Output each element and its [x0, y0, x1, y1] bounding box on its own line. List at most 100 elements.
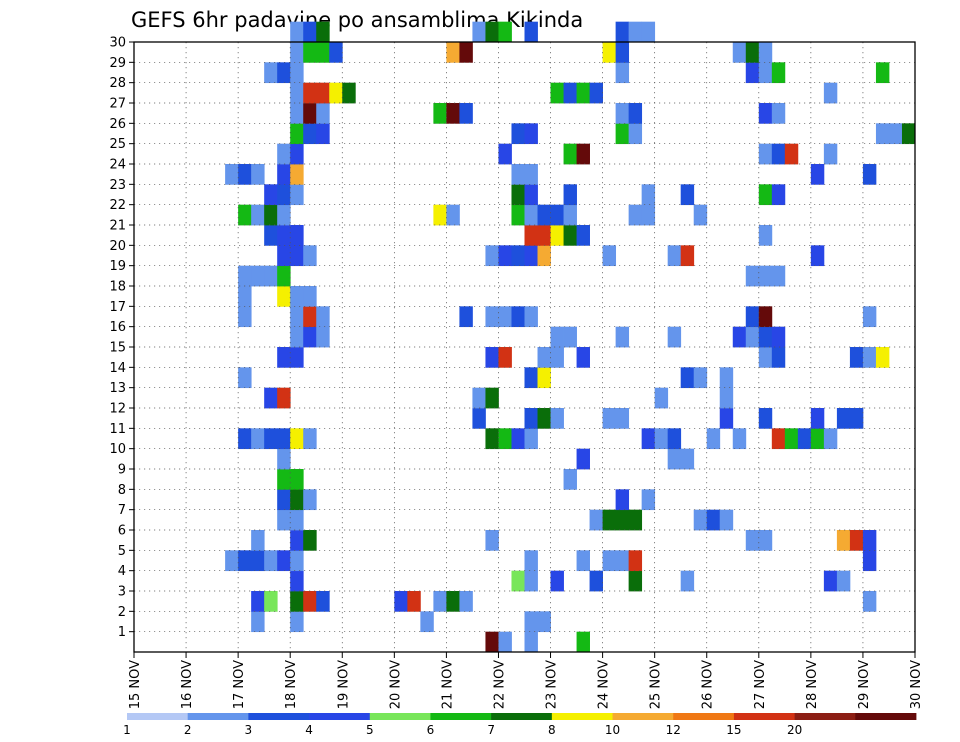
heatmap-cell	[719, 367, 734, 389]
heatmap-cell	[771, 143, 786, 165]
legend-label: 2	[184, 723, 192, 737]
heatmap-cell	[264, 265, 278, 287]
heatmap-cell	[862, 550, 877, 572]
y-axis: 1234567891011121314151617181920212223242…	[109, 36, 134, 640]
heatmap-cell	[706, 509, 721, 531]
x-tick-label: 23 NOV	[545, 660, 560, 709]
heatmap-cell	[615, 408, 630, 429]
heatmap-cell	[524, 245, 538, 267]
heatmap-cell	[810, 428, 825, 450]
heatmap-cell	[550, 225, 564, 246]
y-tick-label: 14	[109, 361, 126, 376]
heatmap-cell	[862, 164, 877, 185]
heatmap-cell	[290, 570, 304, 592]
heatmap-cell	[511, 245, 525, 267]
heatmap-cell	[238, 265, 252, 287]
heatmap-cell	[758, 306, 773, 328]
heatmap-cell	[862, 347, 877, 368]
heatmap-cell	[316, 591, 330, 612]
heatmap-cell	[433, 591, 447, 612]
heatmap-cell	[303, 103, 317, 124]
heatmap-cell	[758, 103, 773, 124]
heatmap-cell	[732, 428, 747, 450]
heatmap-cell	[277, 184, 291, 206]
heatmap-cell	[901, 123, 916, 145]
x-tick-label: 26 NOV	[701, 660, 716, 709]
heatmap-cell	[615, 509, 630, 531]
heatmap-cell	[485, 387, 499, 409]
legend-swatch	[430, 713, 492, 720]
heatmap-cell	[875, 123, 890, 145]
heatmap-cell	[888, 123, 903, 145]
heatmap-cell	[628, 21, 643, 43]
heatmap-cell	[459, 42, 473, 63]
x-tick-label: 19 NOV	[336, 660, 351, 709]
heatmap-cell	[758, 265, 773, 287]
heatmap-cell	[602, 408, 617, 429]
y-tick-label: 30	[109, 36, 126, 51]
heatmap-cell	[225, 164, 239, 185]
legend-swatch	[673, 713, 735, 720]
heatmap-cell	[563, 143, 577, 165]
heatmap-cell	[784, 143, 799, 165]
heatmap-cell	[303, 428, 317, 450]
y-tick-label: 1	[118, 625, 126, 640]
legend-label: 8	[548, 723, 556, 737]
heatmap-cell	[498, 631, 512, 653]
heatmap-cell	[615, 550, 630, 572]
x-tick-label: 16 NOV	[180, 660, 195, 709]
heatmap-cell	[433, 103, 447, 124]
heatmap-cell	[615, 62, 630, 84]
heatmap-cell	[251, 265, 265, 287]
heatmap-cell	[563, 469, 577, 490]
heatmap-cell	[264, 184, 278, 206]
y-tick-label: 4	[118, 564, 126, 579]
heatmap-cell	[680, 245, 695, 267]
heatmap-cell	[537, 367, 551, 389]
heatmap-cell	[329, 82, 343, 104]
y-tick-label: 28	[109, 76, 126, 91]
heatmap-cell	[693, 204, 708, 226]
heatmap-cell	[485, 21, 499, 43]
y-tick-label: 17	[109, 300, 126, 315]
heatmap-cell	[407, 591, 421, 612]
heatmap-cell	[264, 204, 278, 226]
heatmap-cell	[849, 530, 864, 551]
legend-swatch	[248, 713, 310, 720]
heatmap-cell	[277, 164, 291, 185]
heatmap-cell	[290, 245, 304, 267]
y-tick-label: 22	[109, 198, 126, 213]
heatmap-cell	[615, 103, 630, 124]
heatmap-cell	[316, 103, 330, 124]
heatmap-cell	[264, 428, 278, 450]
heatmap-cell	[524, 306, 538, 328]
heatmap-cell	[823, 82, 838, 104]
heatmap-cell	[771, 62, 786, 84]
heatmap-cell	[472, 21, 486, 43]
heatmap-cell	[732, 326, 747, 348]
legend-swatch	[733, 713, 796, 720]
heatmap-cell	[485, 530, 499, 551]
heatmap-cell	[771, 326, 786, 348]
heatmap-cell	[303, 489, 317, 511]
heatmap-cell	[251, 591, 265, 612]
heatmap-cell	[290, 509, 304, 531]
heatmap-cell	[303, 245, 317, 267]
heatmap-cell	[290, 611, 304, 633]
heatmap-cell	[693, 509, 708, 531]
heatmap-cell	[563, 326, 577, 348]
heatmap-cell	[290, 103, 304, 124]
x-tick-label: 27 NOV	[753, 660, 768, 709]
heatmap-cell	[602, 509, 617, 531]
heatmap-cell	[602, 550, 617, 572]
y-tick-label: 10	[109, 442, 126, 457]
heatmap-cell	[628, 509, 643, 531]
heatmap-cell	[810, 245, 825, 267]
heatmap-cell	[290, 143, 304, 165]
heatmap-cell	[277, 550, 291, 572]
heatmap-cell	[563, 82, 577, 104]
heatmap-cell	[758, 347, 773, 368]
heatmap-cell	[771, 265, 786, 287]
heatmap-cell	[628, 550, 643, 572]
heatmap-cell	[849, 347, 864, 368]
